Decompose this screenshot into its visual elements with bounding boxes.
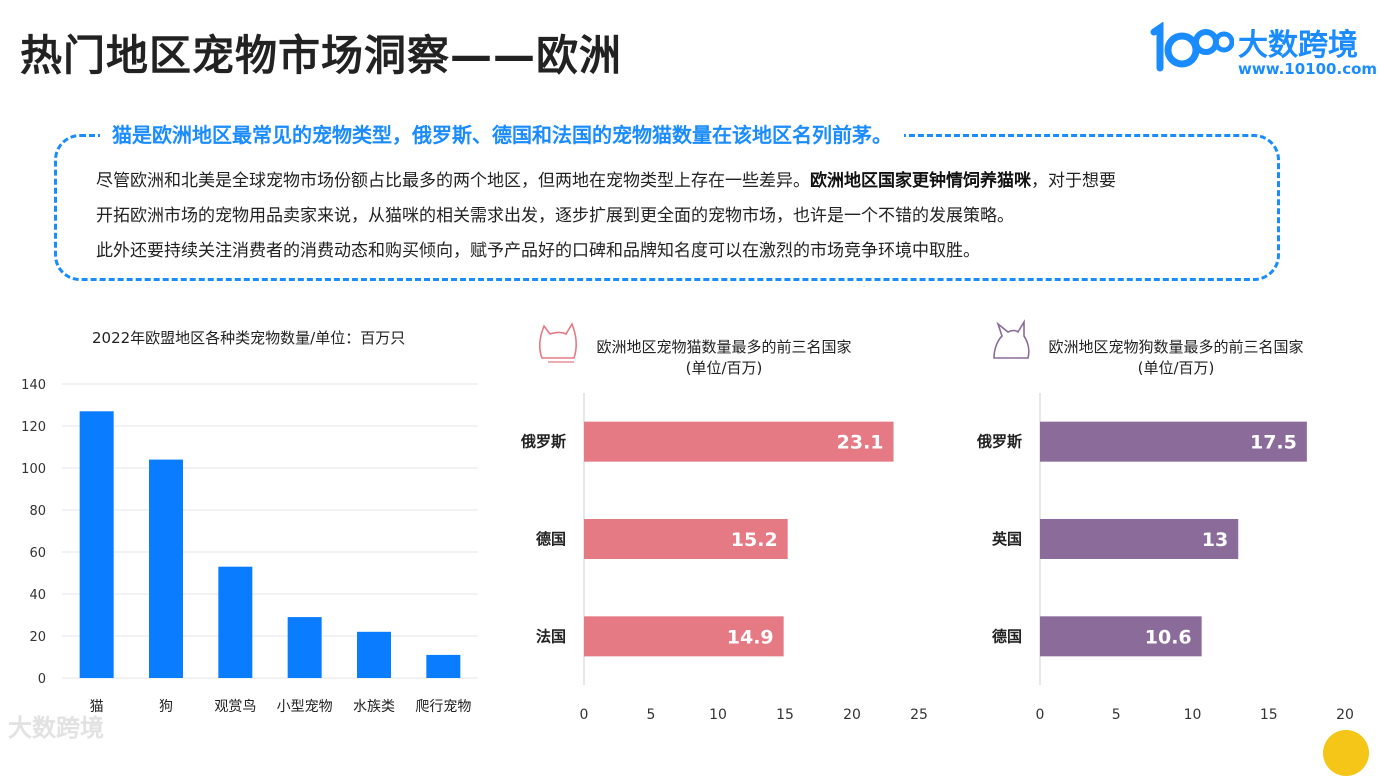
cat-head-icon <box>539 322 577 363</box>
chart2-cat-country-bar-chart: 23.1 俄罗斯 15.2 德国 14.9 法国 0 5 10 15 20 25 <box>520 393 928 723</box>
chart3-x-tick-label: 15 <box>1260 707 1278 723</box>
chart1-x-tick-label: 猫 <box>90 699 104 715</box>
chart1-bar <box>79 411 114 678</box>
chart2-data-label: 15.2 <box>731 529 778 551</box>
chart2-data-label: 14.9 <box>727 626 774 648</box>
insight-emphasis: 欧洲地区国家更钟情饲养猫咪 <box>810 171 1031 191</box>
chart3-y-tick-label: 俄罗斯 <box>976 433 1022 451</box>
chart3-data-label: 13 <box>1202 529 1228 551</box>
chart3-y-tick-label: 英国 <box>992 530 1022 548</box>
chart3-bar <box>1040 519 1239 559</box>
insight-headline: 猫是欧洲地区最常见的宠物类型，俄罗斯、德国和法国的宠物猫数量在该地区名列前茅。 <box>100 119 904 148</box>
insight-line-3: 此外还要持续关注消费者的消费动态和购买倾向，赋予产品好的口碑和品牌知名度可以在激… <box>96 241 980 261</box>
chart1-bar <box>287 617 322 678</box>
chart3-x-tick-label: 5 <box>1112 707 1121 723</box>
chart1-y-tick-label: 0 <box>38 672 46 687</box>
chart1-y-tick-label: 100 <box>21 462 46 477</box>
chart1-y-tick-label: 40 <box>29 588 46 603</box>
chart3-data-label: 10.6 <box>1145 626 1192 648</box>
dog-head-icon <box>993 319 1030 359</box>
insight-line-1-tail: ，对于想要 <box>1031 171 1116 191</box>
brand-mark-icon <box>1150 22 1234 72</box>
chart2-title-text: 欧洲地区宠物猫数量最多的前三名国家 <box>596 338 852 356</box>
insight-line-1-text: 尽管欧洲和北美是全球宠物市场份额占比最多的两个地区，但两地在宠物类型上存在一些差… <box>96 171 810 191</box>
chart1-y-tick-label: 120 <box>21 420 46 435</box>
chart3-bar <box>1040 421 1307 462</box>
chart2-bar <box>584 421 894 462</box>
chart1-title: 2022年欧盟地区各种类宠物数量/单位：百万只 <box>92 329 406 347</box>
corner-decoration <box>1323 730 1369 776</box>
chart2-x-tick-label: 10 <box>709 707 727 723</box>
chart3-subtitle: (单位/百万) <box>1137 359 1215 377</box>
chart2-y-tick-label: 法国 <box>536 627 566 645</box>
chart1-x-tick-label: 观赏鸟 <box>214 699 256 715</box>
page-title: 热门地区宠物市场洞察——欧洲 <box>20 31 623 80</box>
chart2-bar <box>584 519 788 559</box>
chart1-y-tick-label: 140 <box>21 378 46 393</box>
chart2-title: 欧洲地区宠物猫数量最多的前三名国家 (单位/百万) <box>590 336 858 378</box>
chart2-y-tick-label: 俄罗斯 <box>520 433 566 451</box>
chart2-subtitle: (单位/百万) <box>685 359 763 377</box>
chart1-x-tick-label: 狗 <box>159 699 173 715</box>
chart3-data-label: 17.5 <box>1250 432 1297 454</box>
chart2-data-label: 23.1 <box>837 432 884 454</box>
chart1-pet-count-bar-chart: 0 20 40 60 80 100 120 140 猫 狗 观赏鸟 小型宠物 水族类 爬行宠物 <box>21 378 478 715</box>
watermark: 大数跨境 <box>8 714 104 742</box>
chart3-title-text: 欧洲地区宠物狗数量最多的前三名国家 <box>1048 338 1304 356</box>
chart1-y-tick-label: 60 <box>29 546 46 561</box>
chart1-bar <box>357 631 391 678</box>
insight-line-1: 尽管欧洲和北美是全球宠物市场份额占比最多的两个地区，但两地在宠物类型上存在一些差… <box>96 164 1246 199</box>
chart1-y-tick-label: 20 <box>29 630 46 645</box>
chart2-y-tick-label: 德国 <box>536 530 566 548</box>
insight-body: 尽管欧洲和北美是全球宠物市场份额占比最多的两个地区，但两地在宠物类型上存在一些差… <box>96 164 1246 269</box>
chart3-bar <box>1040 616 1202 657</box>
chart1-bar <box>426 654 461 678</box>
chart1-x-tick-label: 水族类 <box>353 699 395 715</box>
chart2-x-tick-label: 15 <box>776 707 794 723</box>
chart3-y-tick-label: 德国 <box>992 627 1022 645</box>
chart1-y-tick-label: 80 <box>29 504 46 519</box>
chart3-x-tick-label: 20 <box>1336 707 1354 723</box>
chart3-title: 欧洲地区宠物狗数量最多的前三名国家 (单位/百万) <box>1042 336 1310 378</box>
chart1-bar <box>149 459 183 678</box>
brand-url[interactable]: www.10100.com <box>1238 60 1378 78</box>
insight-line-2: 开拓欧洲市场的宠物用品卖家来说，从猫咪的相关需求出发，逐步扩展到更全面的宠物市场… <box>96 206 1014 226</box>
chart2-x-tick-label: 0 <box>580 707 589 723</box>
brand-name: 大数跨境 <box>1238 28 1358 63</box>
chart1-bar <box>218 566 253 678</box>
chart2-x-tick-label: 20 <box>843 707 861 723</box>
brand-logo[interactable]: 大数跨境 www.10100.com <box>1146 18 1382 80</box>
chart2-bar <box>584 616 784 657</box>
chart1-x-tick-label: 小型宠物 <box>277 699 333 715</box>
chart2-x-tick-label: 5 <box>647 707 656 723</box>
chart3-x-tick-label: 0 <box>1036 707 1045 723</box>
chart3-x-tick-label: 10 <box>1184 707 1202 723</box>
chart2-x-tick-label: 25 <box>910 707 928 723</box>
chart3-dog-country-bar-chart: 17.5 俄罗斯 13 英国 10.6 德国 0 5 10 15 20 <box>976 393 1354 723</box>
chart1-x-tick-label: 爬行宠物 <box>415 699 471 715</box>
